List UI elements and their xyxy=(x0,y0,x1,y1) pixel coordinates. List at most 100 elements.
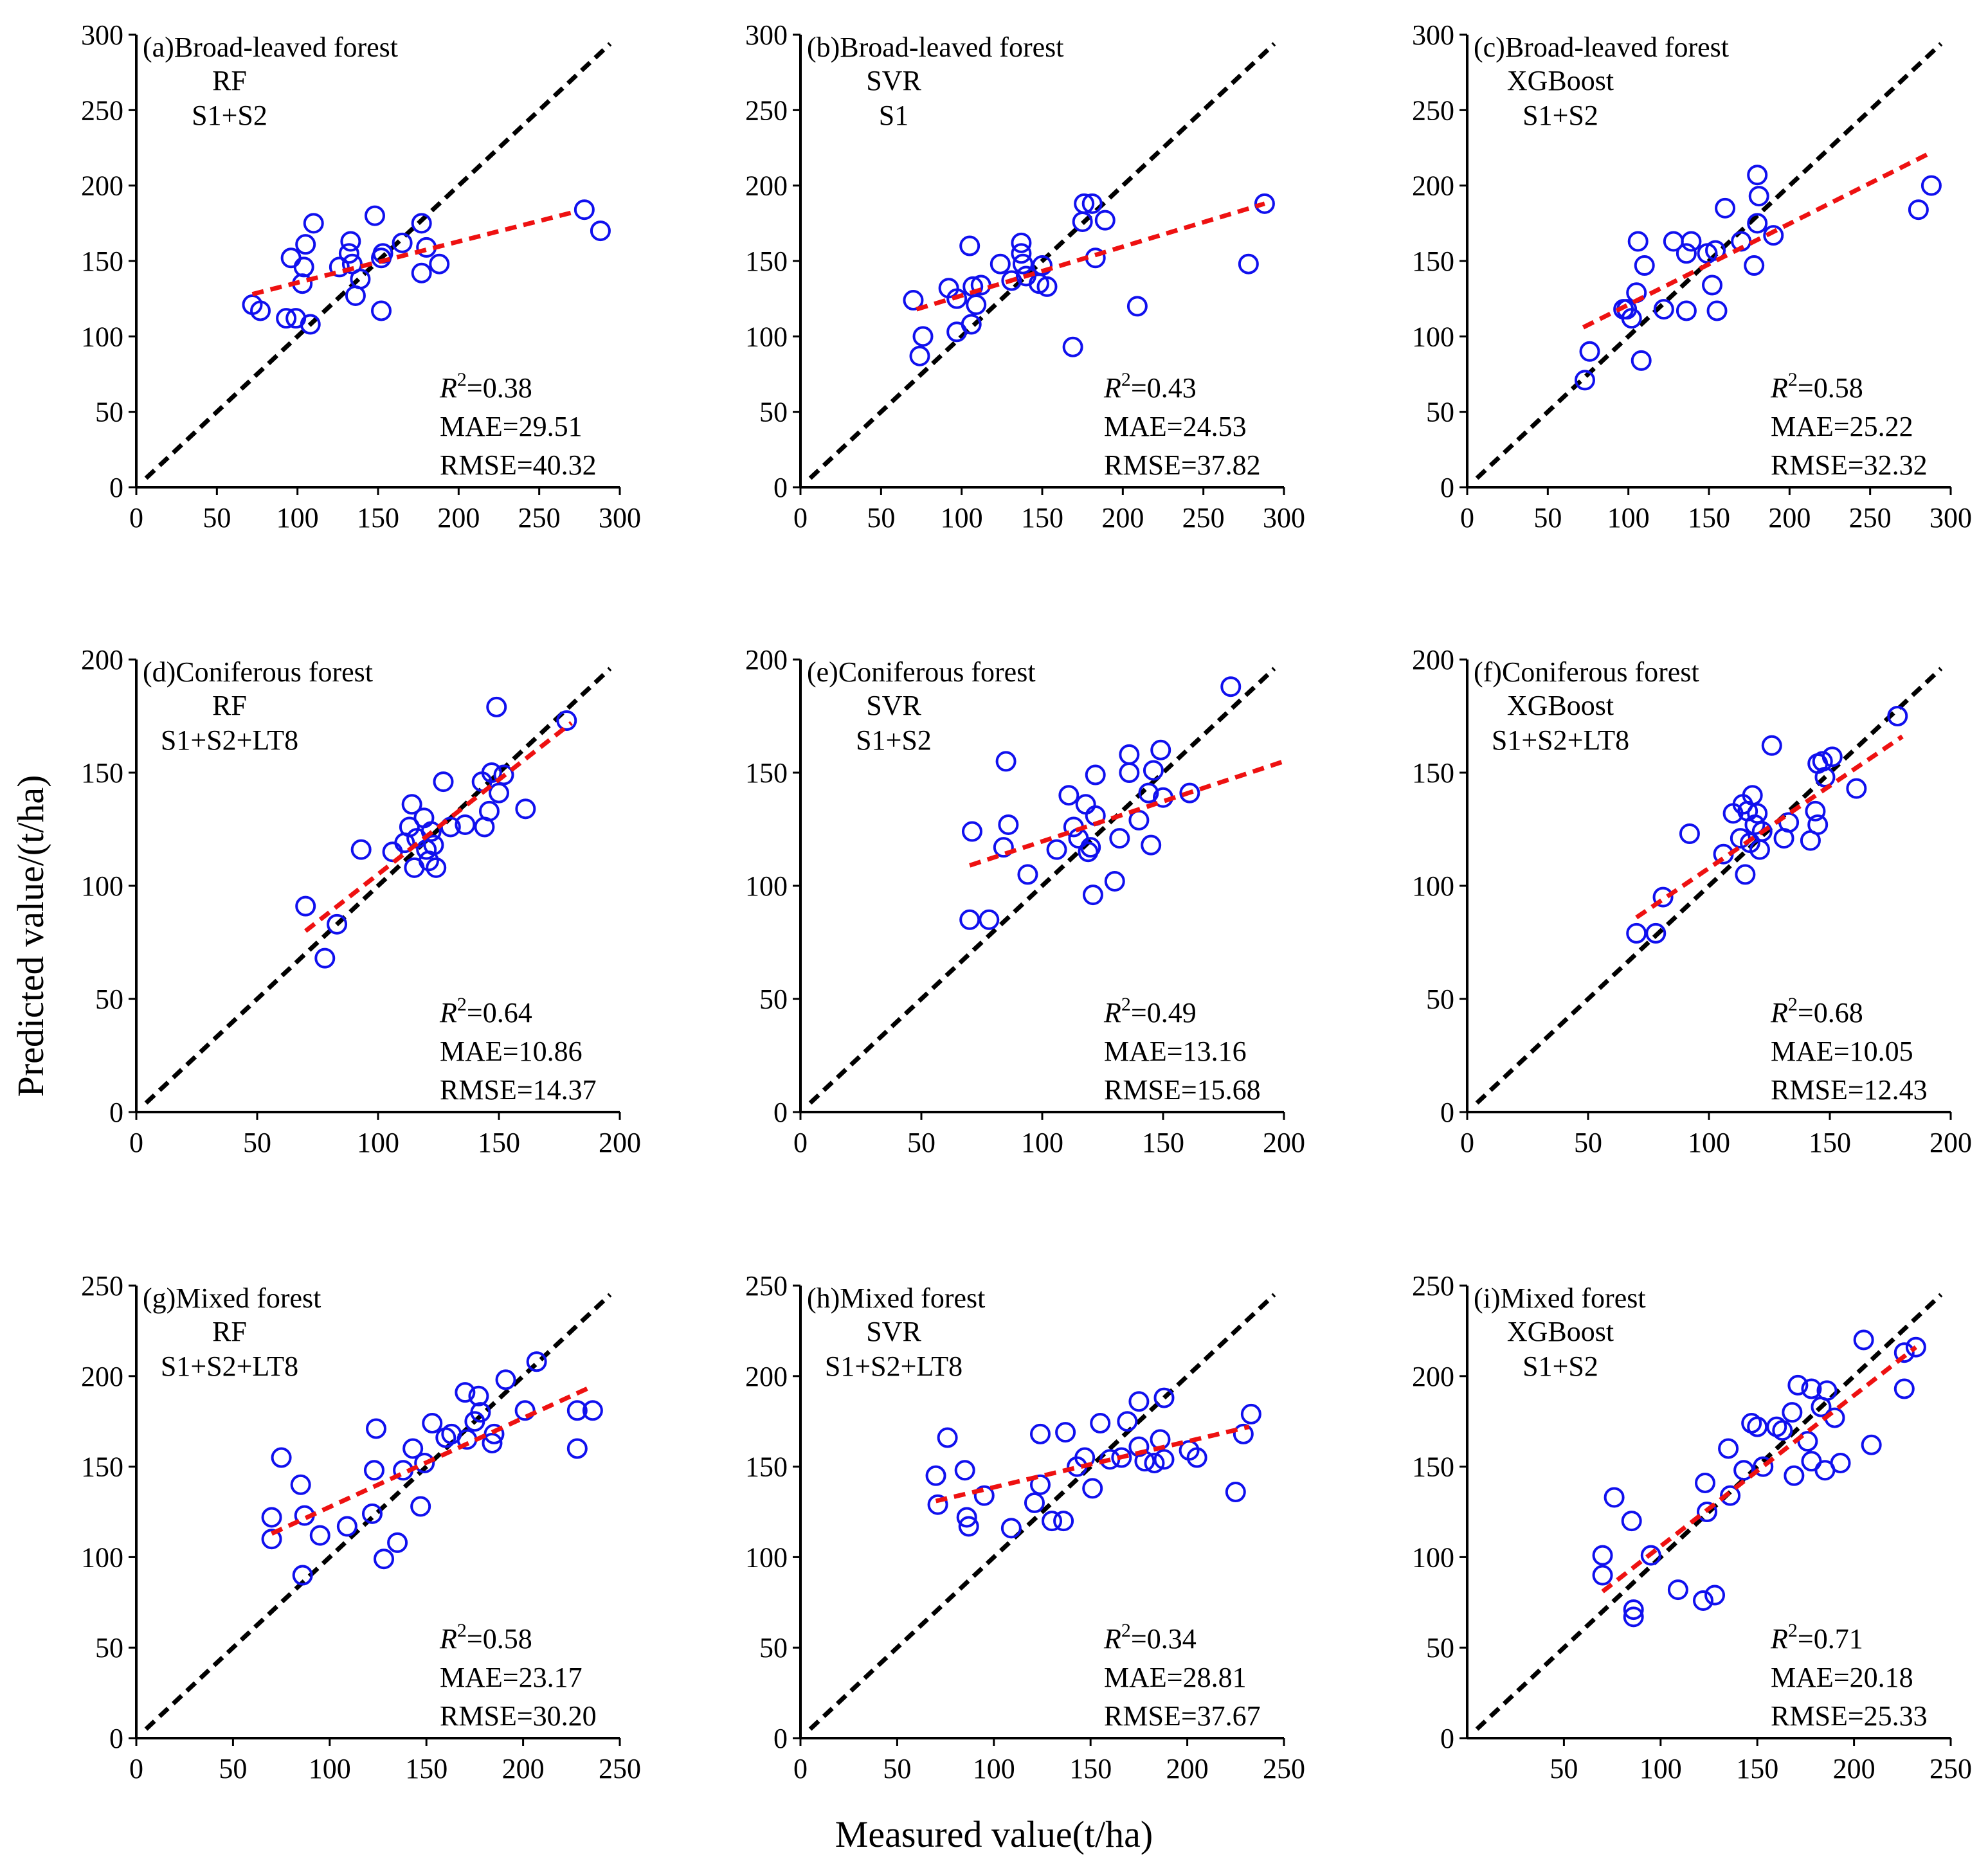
x-tick-label: 50 xyxy=(243,1127,271,1158)
x-tick-label: 150 xyxy=(405,1753,447,1784)
panel-title: (c)Broad-leaved forest xyxy=(1474,31,1729,63)
data-point xyxy=(392,232,413,253)
data-point xyxy=(261,1507,282,1528)
data-point xyxy=(1705,240,1726,261)
x-tick-label: 150 xyxy=(1069,1753,1112,1784)
data-point xyxy=(1676,300,1697,321)
x-tick-label: 200 xyxy=(1768,502,1811,534)
y-tick-label: 0 xyxy=(773,1723,788,1754)
y-tick-label: 0 xyxy=(1440,1097,1454,1128)
y-tick-label: 150 xyxy=(81,1451,123,1483)
x-tick-label: 300 xyxy=(599,502,641,534)
x-tick-label: 0 xyxy=(793,1127,808,1158)
mae-stat: MAE=25.22 xyxy=(1771,411,1913,442)
data-point xyxy=(433,771,454,793)
panel-title: (f)Coniferous forest xyxy=(1474,656,1699,688)
data-point xyxy=(1748,186,1769,207)
features-label: S1+S2+LT8 xyxy=(825,1351,962,1382)
data-point xyxy=(402,1438,424,1459)
rmse-stat: RMSE=14.37 xyxy=(440,1074,597,1106)
x-tick-label: 100 xyxy=(973,1753,1015,1784)
data-point xyxy=(295,234,316,255)
data-point xyxy=(1621,308,1642,329)
x-tick-label: 200 xyxy=(502,1753,545,1784)
x-tick-label: 150 xyxy=(1688,502,1730,534)
data-point xyxy=(1812,751,1833,772)
y-tick-label: 50 xyxy=(1426,397,1454,428)
rmse-stat: RMSE=40.32 xyxy=(440,449,597,481)
data-point xyxy=(1128,809,1150,831)
y-tick-label: 250 xyxy=(745,1270,788,1302)
panel-title: (d)Coniferous forest xyxy=(143,656,373,688)
data-point xyxy=(959,235,980,256)
data-point xyxy=(1254,193,1275,214)
data-point xyxy=(293,256,314,278)
data-point xyxy=(1574,370,1595,391)
data-point xyxy=(495,1369,516,1390)
data-point xyxy=(1626,922,1647,944)
data-point xyxy=(271,1447,292,1468)
chart-panel-3: 0 50 100 150 200 250 300 0 50 100 150 200 250 300 (c)B… xyxy=(1412,19,1972,534)
fit-line xyxy=(916,201,1265,312)
x-tick-label: 50 xyxy=(1550,1753,1578,1784)
data-point xyxy=(261,1529,282,1550)
y-tick-label: 100 xyxy=(745,321,788,352)
data-point xyxy=(1747,1416,1768,1437)
fit-line xyxy=(271,1385,592,1536)
y-tick-label: 100 xyxy=(1412,870,1454,902)
data-point xyxy=(1141,834,1162,856)
panel-title: (e)Coniferous forest xyxy=(807,656,1036,688)
data-point xyxy=(1094,210,1116,231)
data-point xyxy=(365,1418,386,1439)
y-tick-label: 100 xyxy=(1412,1541,1454,1573)
data-point xyxy=(336,1516,357,1537)
data-point xyxy=(1676,243,1697,264)
data-point xyxy=(925,1465,946,1486)
data-point xyxy=(1853,1329,1874,1351)
y-tick-label: 300 xyxy=(81,19,123,51)
y-tick-label: 50 xyxy=(759,983,788,1015)
data-point xyxy=(1119,762,1140,783)
features-label: S1+S2+LT8 xyxy=(161,724,298,756)
y-tick-label: 150 xyxy=(745,246,788,277)
data-point xyxy=(958,1516,979,1537)
panel-title: (g)Mixed forest xyxy=(143,1282,321,1314)
fit-line xyxy=(304,721,573,933)
data-point xyxy=(1150,739,1171,760)
x-tick-label: 250 xyxy=(1182,502,1225,534)
x-tick-label: 200 xyxy=(437,502,480,534)
data-point xyxy=(1117,1411,1138,1432)
mae-stat: MAE=23.17 xyxy=(440,1662,583,1693)
data-point xyxy=(995,751,1017,772)
data-point xyxy=(493,764,514,786)
data-point xyxy=(1082,1478,1103,1499)
data-point xyxy=(1082,885,1103,906)
y-tick-label: 200 xyxy=(1412,1361,1454,1392)
data-point xyxy=(1604,1487,1625,1508)
data-point xyxy=(1085,764,1106,786)
y-tick-label: 100 xyxy=(81,1541,123,1573)
r2-stat: R2=0.49 xyxy=(1103,994,1197,1028)
mae-stat: MAE=10.86 xyxy=(440,1036,583,1067)
data-point xyxy=(526,1351,547,1372)
x-tick-label: 300 xyxy=(1929,502,1972,534)
data-point xyxy=(1821,746,1843,768)
features-label: S1+S2+LT8 xyxy=(161,1351,298,1382)
data-point xyxy=(1733,1460,1755,1481)
data-point xyxy=(1042,1511,1063,1532)
data-point xyxy=(1801,1378,1822,1399)
data-point xyxy=(1747,213,1768,234)
data-point xyxy=(1761,735,1782,756)
data-point xyxy=(414,1452,435,1473)
model-label: XGBoost xyxy=(1507,65,1614,96)
data-point xyxy=(1128,1391,1150,1412)
features-label: S1+S2 xyxy=(1523,100,1598,131)
x-tick-label: 50 xyxy=(1533,502,1562,534)
y-tick-label: 0 xyxy=(109,1097,123,1128)
data-point xyxy=(280,247,302,269)
fit-line xyxy=(1601,1345,1918,1594)
x-tick-label: 50 xyxy=(219,1753,247,1784)
data-point xyxy=(481,762,502,783)
x-tick-label: 200 xyxy=(599,1127,641,1158)
fit-line xyxy=(969,759,1285,868)
